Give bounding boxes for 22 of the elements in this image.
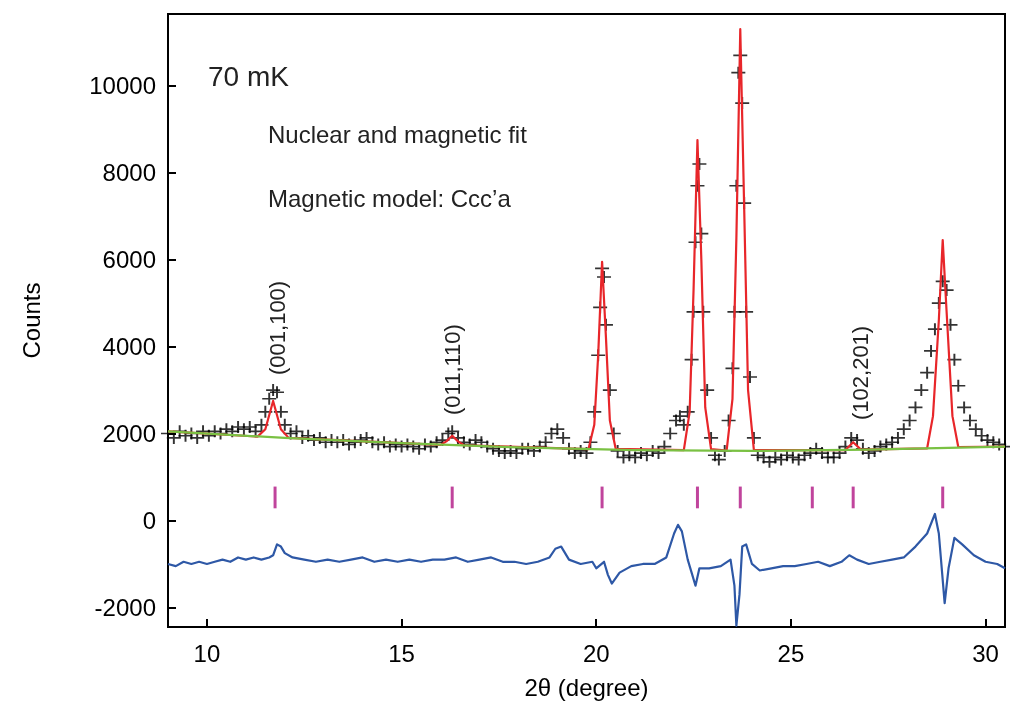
x-tick-label: 10 bbox=[193, 639, 221, 667]
line-series bbox=[166, 430, 1007, 453]
annotation: Magnetic model: Ccc’a bbox=[268, 184, 512, 212]
annotation: Nuclear and magnetic fit bbox=[268, 120, 528, 148]
y-tick-label: 6000 bbox=[102, 246, 156, 274]
annotation: (102,201) bbox=[847, 325, 873, 420]
x-tick-label: 30 bbox=[972, 639, 999, 667]
y-tick-label: 4000 bbox=[102, 333, 156, 361]
y-tick-label: 0 bbox=[142, 506, 156, 534]
x-axis-title: 2θ (degree) bbox=[524, 673, 649, 701]
annotation: (011,110) bbox=[439, 324, 465, 415]
line-series bbox=[166, 512, 1007, 627]
x-tick-label: 15 bbox=[388, 639, 415, 667]
x-tick-label: 20 bbox=[582, 639, 610, 667]
y-tick-label: 8000 bbox=[102, 159, 156, 187]
y-axis-title: Counts bbox=[17, 282, 45, 359]
annotation: (001,100) bbox=[264, 280, 290, 375]
y-tick-label: 10000 bbox=[89, 72, 156, 100]
annotation: 70 mK bbox=[208, 60, 290, 92]
y-tick-label: -2000 bbox=[94, 593, 156, 621]
y-tick-label: 2000 bbox=[102, 420, 156, 448]
x-tick-label: 25 bbox=[777, 639, 805, 667]
